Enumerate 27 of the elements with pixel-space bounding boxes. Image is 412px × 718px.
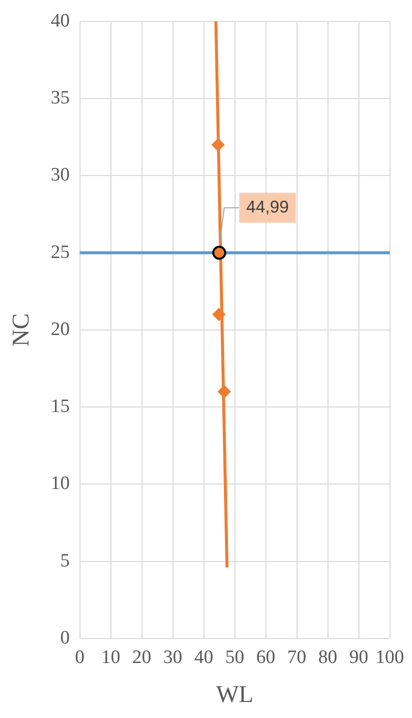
point [212, 308, 226, 321]
x-tick-label: 60 [256, 646, 276, 668]
y-axis-title: NC [8, 313, 35, 347]
point [212, 246, 226, 260]
x-tick-label: 0 [75, 646, 85, 668]
x-tick-label: 90 [349, 646, 368, 668]
x-axis-title: WL [216, 682, 254, 708]
y-tick-label: 0 [60, 627, 70, 648]
y-tick-label: 25 [50, 242, 70, 263]
x-tick-label: 30 [163, 646, 182, 668]
x-tick-label: 70 [287, 646, 306, 668]
y-tick-label: 20 [50, 318, 70, 340]
y-tick-label: 5 [60, 550, 70, 572]
y-tick-label: 10 [50, 473, 70, 494]
y-tick-label: 35 [50, 88, 70, 109]
y-tick-label: 40 [50, 10, 70, 32]
x-tick-label: 20 [132, 646, 152, 668]
point [212, 138, 225, 152]
y-tick-label: 30 [50, 164, 70, 186]
x-tick-label: 80 [318, 646, 338, 668]
x-tick-label: 40 [194, 646, 214, 668]
annotation: 44,99 [246, 197, 289, 216]
y-tick-label: 15 [50, 396, 70, 418]
point [218, 385, 231, 398]
x-tick-label: 10 [101, 646, 120, 668]
x-tick-label: 100 [376, 646, 404, 668]
x-tick-label: 50 [225, 646, 244, 668]
